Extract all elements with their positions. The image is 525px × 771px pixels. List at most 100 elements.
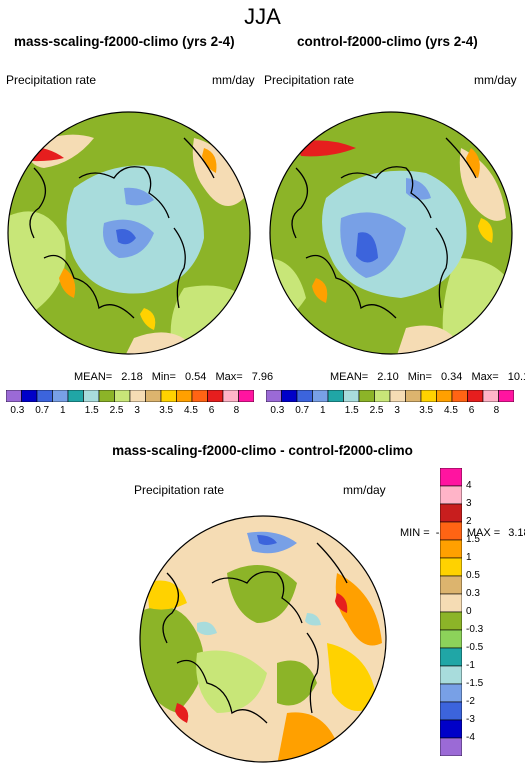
- panel-1-units: mm/day: [212, 73, 255, 87]
- diff-colorbar-tick-label: -0.5: [466, 642, 484, 653]
- colorbar-swatch: [129, 390, 146, 402]
- panel-1-precip-field: [8, 112, 250, 354]
- colorbar-swatch: [222, 390, 239, 402]
- diff-colorbar-tick-label: 1: [466, 552, 472, 563]
- colorbar-tick-label: 0.3: [270, 405, 285, 416]
- diff-colorbar-tick-label: 2: [466, 516, 472, 527]
- diff-colorbar-swatch: [440, 647, 462, 667]
- colorbar-swatch: [405, 390, 422, 402]
- panel-1-polar-map: [7, 111, 251, 355]
- diff-colorbar-swatch: [440, 485, 462, 505]
- colorbar-tick-label: 1: [320, 405, 326, 416]
- panel-2-units: mm/day: [474, 73, 517, 87]
- panel-1-colorbar: 0.3 0.7 1 1.5 2.5 3 3.5 4.5 6 8: [6, 390, 254, 420]
- diff-colorbar-swatch: [440, 737, 462, 756]
- panel-1-coastlines: [29, 137, 215, 319]
- colorbar-swatch: [67, 390, 84, 402]
- diff-max-value: 3.18: [508, 527, 525, 539]
- colorbar-swatch: [145, 390, 162, 402]
- panel-2-precip-field: [270, 112, 512, 354]
- colorbar-swatch: [207, 390, 224, 402]
- colorbar-swatch: [266, 390, 282, 402]
- panel-2-mean-label: MEAN=: [330, 371, 369, 383]
- colorbar-swatch: [436, 390, 453, 402]
- diff-panel-coastlines: [162, 542, 348, 724]
- colorbar-tick-label: 0.7: [295, 405, 310, 416]
- colorbar-swatch: [160, 390, 177, 402]
- season-title: JJA: [244, 4, 281, 29]
- diff-max-label: MAX =: [466, 527, 501, 539]
- diff-panel-polar-map: [139, 515, 387, 763]
- diff-colorbar-tick-label: -2: [466, 696, 475, 707]
- colorbar-swatch: [191, 390, 208, 402]
- panel-2-colorbar-swatches: [266, 390, 514, 402]
- colorbar-swatch: [281, 390, 298, 402]
- diff-min-label: MIN =: [400, 527, 430, 539]
- colorbar-tick-label: 2.5: [369, 405, 384, 416]
- panel-1-min-label: Min=: [151, 371, 176, 383]
- panel-1-min-value: 0.54: [184, 371, 207, 383]
- panel-1-title: mass-scaling-f2000-climo (yrs 2-4): [14, 34, 235, 49]
- colorbar-tick-label: 8: [493, 405, 500, 416]
- diff-colorbar-tick-label: -0.3: [466, 624, 484, 635]
- colorbar-tick-label: 4.5: [444, 405, 458, 416]
- colorbar-swatch: [451, 390, 468, 402]
- diff-panel-units: mm/day: [343, 483, 386, 497]
- colorbar-swatch: [6, 390, 22, 402]
- diff-colorbar-tick-label: 0.5: [466, 570, 480, 581]
- colorbar-swatch: [389, 390, 406, 402]
- colorbar-swatch: [21, 390, 38, 402]
- diff-colorbar-swatch: [440, 539, 462, 559]
- colorbar-tick-label: 2.5: [109, 405, 124, 416]
- panel-2-colorbar-labels: 0.3 0.7 1 1.5 2.5 3 3.5 4.5 6 8: [266, 405, 514, 419]
- colorbar-swatch: [176, 390, 193, 402]
- colorbar-swatch: [358, 390, 375, 402]
- panel-1-mean-value: 2.18: [121, 371, 143, 383]
- colorbar-tick-label: 6: [208, 405, 215, 416]
- panel-1-variable: Precipitation rate: [6, 73, 97, 87]
- diff-colorbar-swatch: [440, 611, 462, 631]
- colorbar-swatch: [83, 390, 100, 402]
- colorbar-tick-label: 1.5: [344, 405, 359, 416]
- panel-1-stats: MEAN= 2.18 Min= 0.54 Max= 7.96: [74, 371, 273, 383]
- panel-2-colorbar: 0.3 0.7 1 1.5 2.5 3 3.5 4.5 6 8: [266, 390, 514, 420]
- diff-colorbar-tick-label: -4: [466, 732, 475, 743]
- colorbar-swatch: [420, 390, 437, 402]
- panel-2-min-label: Min=: [407, 371, 432, 383]
- colorbar-tick-label: 4.5: [184, 405, 198, 416]
- colorbar-swatch: [467, 390, 484, 402]
- panel-2-coastlines: [291, 137, 477, 319]
- diff-colorbar-tick-label: -1.5: [466, 678, 484, 689]
- diff-colorbar-swatch: [440, 503, 462, 523]
- colorbar-swatch: [296, 390, 313, 402]
- panel-2-mean-value: 2.10: [377, 371, 399, 383]
- panel-2-max-value: 10.18: [507, 371, 525, 383]
- diff-colorbar-swatch: [440, 629, 462, 649]
- diff-colorbar-swatch: [440, 719, 462, 739]
- diff-panel-title: mass-scaling-f2000-climo - control-f2000…: [112, 443, 413, 458]
- diff-colorbar-swatches: [440, 468, 462, 756]
- diff-colorbar-swatch: [440, 665, 462, 685]
- diff-panel-variable: Precipitation rate: [134, 483, 225, 497]
- diff-panel-field: [140, 516, 386, 762]
- panel-1-colorbar-swatches: [6, 390, 254, 402]
- diff-colorbar-tick-label: 1.5: [466, 534, 480, 545]
- diff-colorbar-tick-label: 4: [466, 480, 472, 491]
- colorbar-tick-label: 6: [468, 405, 475, 416]
- colorbar-tick-label: 0.3: [10, 405, 25, 416]
- panel-2-title: control-f2000-climo (yrs 2-4): [297, 34, 478, 49]
- diff-colorbar-tick-label: 3: [466, 498, 472, 509]
- panel-2-max-label: Max=: [471, 371, 499, 383]
- panel-2-variable: Precipitation rate: [264, 73, 355, 87]
- colorbar-tick-label: 3: [134, 405, 140, 416]
- colorbar-tick-label: 1: [60, 405, 66, 416]
- colorbar-tick-label: 3: [394, 405, 400, 416]
- colorbar-tick-label: 3.5: [419, 405, 434, 416]
- diff-colorbar-tick-label: 0: [466, 606, 472, 617]
- colorbar-swatch: [98, 390, 115, 402]
- panel-1-max-value: 7.96: [251, 371, 274, 383]
- panel-2-min-value: 0.34: [440, 371, 463, 383]
- diff-colorbar-swatch: [440, 701, 462, 721]
- colorbar-swatch: [312, 390, 329, 402]
- colorbar-tick-label: 1.5: [84, 405, 99, 416]
